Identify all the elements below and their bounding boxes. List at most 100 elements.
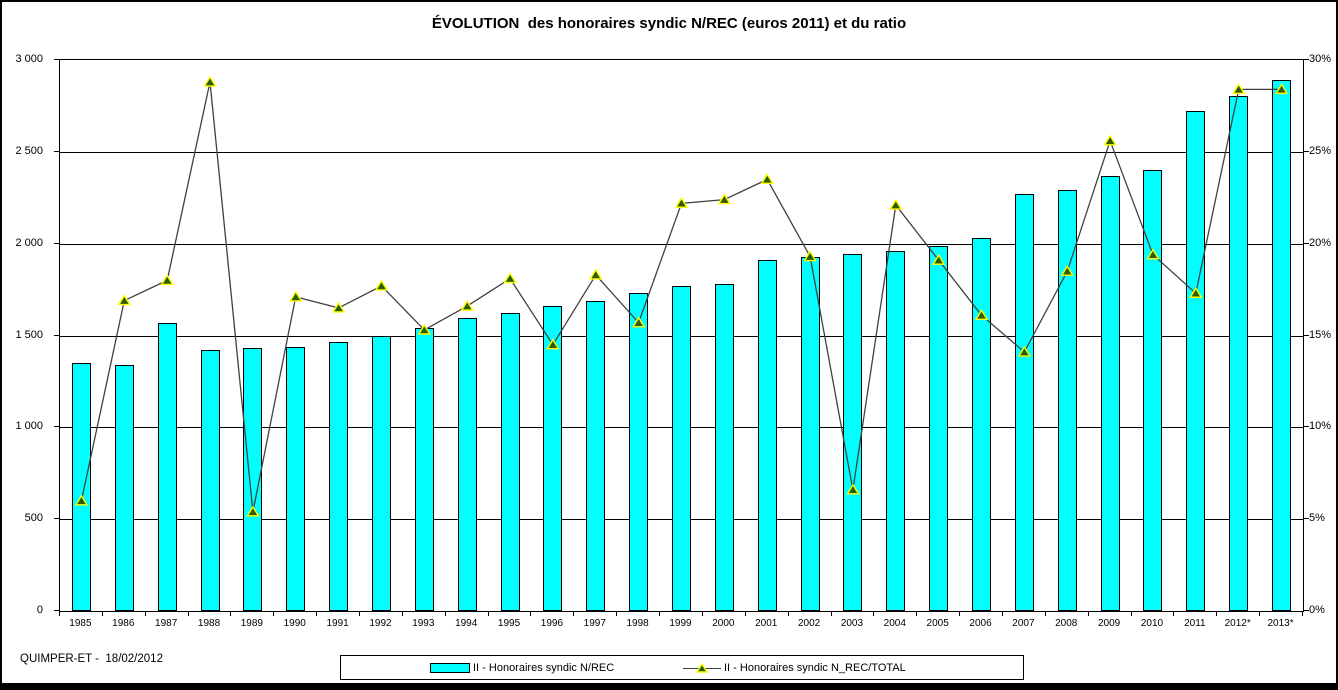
bar-2007 bbox=[1014, 194, 1034, 611]
x-tick-label-1996: 1996 bbox=[540, 618, 564, 629]
x-tick-label-2013*: 2013* bbox=[1267, 618, 1294, 629]
bar-2000 bbox=[714, 284, 734, 611]
plot-area bbox=[59, 59, 1304, 612]
x-tick-label-1988: 1988 bbox=[197, 618, 221, 629]
bar-1987 bbox=[157, 322, 177, 611]
x-tick-label-2010: 2010 bbox=[1140, 618, 1164, 629]
triangle-marker-1991 bbox=[331, 301, 346, 313]
x-boundary-tick bbox=[444, 612, 446, 616]
x-boundary-tick bbox=[616, 612, 618, 616]
triangle-marker-1996 bbox=[546, 338, 560, 350]
x-tick-label-2009: 2009 bbox=[1097, 618, 1121, 629]
x-boundary-tick bbox=[744, 612, 746, 616]
x-tick-label-2005: 2005 bbox=[926, 618, 949, 629]
bar-2005 bbox=[929, 245, 949, 611]
y-left-tick-label: 3 000 bbox=[15, 53, 43, 65]
x-tick-label-2008: 2008 bbox=[1055, 618, 1078, 629]
x-tick-label-1990: 1990 bbox=[283, 618, 306, 629]
triangle-marker-1985 bbox=[74, 494, 89, 506]
bar-2006 bbox=[972, 238, 992, 611]
y-right-tick bbox=[1304, 242, 1309, 244]
bar-1996 bbox=[543, 306, 563, 611]
x-boundary-tick bbox=[1087, 612, 1089, 616]
ratio-line bbox=[74, 75, 1289, 517]
x-boundary-tick bbox=[144, 612, 146, 616]
x-boundary-tick bbox=[359, 612, 361, 616]
bar-1992 bbox=[371, 335, 391, 611]
triangle-marker-1992 bbox=[374, 279, 389, 291]
x-tick-label-1992: 1992 bbox=[369, 618, 392, 629]
x-tick-label-2012*: 2012* bbox=[1224, 618, 1251, 629]
y-left-tick bbox=[54, 610, 59, 611]
x-boundary-tick bbox=[659, 612, 661, 616]
y-right-tick-label: 20% bbox=[1309, 236, 1332, 249]
triangle-marker-2006 bbox=[974, 308, 989, 320]
triangle-marker-icon bbox=[696, 662, 708, 673]
bar-1995 bbox=[500, 313, 520, 611]
x-tick-label-2007: 2007 bbox=[1012, 618, 1035, 629]
x-boundary-tick bbox=[316, 612, 318, 616]
y-left-tick bbox=[54, 150, 59, 152]
triangle-marker-2001 bbox=[760, 173, 774, 185]
x-boundary-tick bbox=[1259, 612, 1261, 616]
bar-2013* bbox=[1272, 80, 1292, 611]
x-boundary-tick bbox=[1173, 612, 1175, 616]
x-tick-label-2006: 2006 bbox=[969, 618, 992, 629]
y-left-tick-label: 0 bbox=[36, 604, 43, 616]
x-boundary-tick bbox=[401, 612, 403, 616]
x-boundary-tick bbox=[187, 612, 189, 616]
bar-1985 bbox=[71, 363, 91, 611]
x-tick-label-2001: 2001 bbox=[755, 618, 778, 629]
triangle-marker-2008 bbox=[1060, 264, 1075, 276]
x-boundary-tick bbox=[273, 612, 275, 616]
x-boundary-tick bbox=[530, 612, 532, 616]
bar-2001 bbox=[757, 260, 777, 611]
x-tick-label-2011: 2011 bbox=[1184, 618, 1206, 629]
bar-1994 bbox=[457, 318, 477, 611]
gridline bbox=[60, 243, 1303, 245]
bar-2004 bbox=[886, 251, 906, 611]
x-boundary-tick bbox=[1216, 612, 1218, 616]
y-left-tick-label: 500 bbox=[24, 512, 43, 525]
legend-label-line: II - Honoraires syndic N_REC/TOTAL bbox=[724, 661, 906, 674]
x-boundary-tick bbox=[916, 612, 918, 616]
x-tick-label-1993: 1993 bbox=[412, 618, 435, 629]
bar-2010 bbox=[1143, 170, 1163, 611]
x-tick-label-1989: 1989 bbox=[240, 618, 263, 629]
x-boundary-tick bbox=[830, 612, 832, 616]
y-right-tick-label: 10% bbox=[1309, 420, 1332, 433]
x-boundary-tick bbox=[701, 612, 703, 616]
x-tick-label-2000: 2000 bbox=[712, 618, 735, 629]
y-right-tick-label: 15% bbox=[1309, 328, 1332, 341]
triangle-marker-1998 bbox=[631, 316, 646, 328]
x-boundary-tick bbox=[787, 612, 789, 616]
y-right-tick-label: 0% bbox=[1309, 604, 1325, 616]
triangle-marker-1993 bbox=[417, 323, 432, 335]
x-tick-label-1991: 1991 bbox=[326, 618, 349, 629]
triangle-marker-1987 bbox=[160, 274, 174, 286]
triangle-marker-1999 bbox=[674, 196, 689, 208]
gridline bbox=[60, 151, 1303, 153]
y-right-tick bbox=[1304, 59, 1309, 60]
x-boundary-tick bbox=[59, 612, 60, 616]
x-boundary-tick bbox=[959, 612, 961, 616]
triangle-marker-1988 bbox=[203, 75, 217, 87]
x-tick-label-1999: 1999 bbox=[669, 618, 692, 629]
y-right-tick-label: 25% bbox=[1309, 144, 1332, 157]
triangle-marker-2010 bbox=[1146, 248, 1160, 260]
x-boundary-tick bbox=[1001, 612, 1003, 616]
line-series-swatch bbox=[683, 662, 721, 674]
y-left-tick bbox=[54, 426, 59, 428]
triangle-marker-1990 bbox=[288, 290, 303, 302]
triangle-marker-2005 bbox=[931, 253, 946, 265]
y-left-tick-label: 1 000 bbox=[15, 420, 43, 433]
triangle-marker-1989 bbox=[246, 505, 260, 517]
x-tick-label-1994: 1994 bbox=[455, 618, 478, 629]
triangle-marker-2002 bbox=[803, 250, 817, 262]
triangle-marker-2011 bbox=[1189, 286, 1203, 298]
legend-entry-bars: II - Honoraires syndic N/REC bbox=[430, 656, 614, 679]
x-boundary-tick bbox=[1302, 612, 1303, 616]
bar-1989 bbox=[243, 348, 263, 611]
y-left-tick-label: 2 500 bbox=[15, 144, 43, 157]
